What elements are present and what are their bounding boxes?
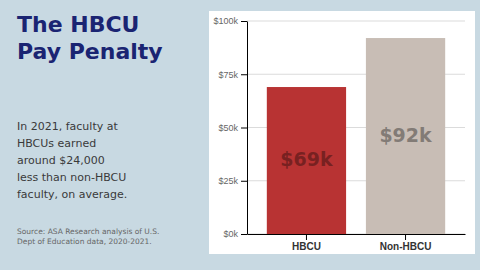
subtitle-line: HBCUs earned	[17, 137, 96, 150]
y-tick: $25k	[218, 176, 247, 186]
y-tick: $100k	[213, 16, 247, 26]
y-tick-mark	[241, 21, 247, 22]
title-line: Pay Penalty	[17, 39, 163, 64]
y-tick-label: $0k	[223, 229, 238, 239]
title-line: The HBCU	[17, 12, 139, 37]
x-axis-line	[248, 234, 466, 235]
x-tick-label: Non-HBCU	[380, 241, 432, 252]
subtitle-line: In 2021, faculty at	[17, 120, 118, 133]
annotation: Source: ASA Research analysis of U.S.Dep…	[17, 227, 159, 246]
subtitle-line: faculty, on average.	[17, 188, 127, 201]
y-tick-mark	[241, 181, 247, 182]
y-tick-label: $75k	[218, 70, 238, 80]
plot: $69k $92k $0k $25k $50k $75k $100k HBCU Non-HBCU	[213, 16, 465, 252]
y-tick: $75k	[218, 70, 247, 80]
data-label: $69k	[280, 148, 333, 170]
grid-line	[247, 21, 465, 22]
y-tick-label: $100k	[213, 16, 238, 26]
x-axis: HBCU Non-HBCU	[248, 234, 466, 252]
bar	[267, 87, 346, 234]
y-tick-mark	[241, 74, 247, 75]
background	[0, 0, 480, 270]
y-tick: $50k	[218, 123, 247, 133]
subtitle-line: around $24,000	[17, 154, 105, 167]
bar	[366, 38, 445, 234]
x-tick: HBCU	[292, 234, 321, 252]
annotation-line: Source: ASA Research analysis of U.S.	[17, 227, 159, 236]
chart-panel	[209, 11, 475, 254]
x-tick-mark	[405, 234, 406, 240]
bars	[267, 38, 445, 234]
y-axis: $0k $25k $50k $75k $100k	[213, 16, 247, 239]
x-tick-mark	[306, 234, 307, 240]
data-labels: $69k $92k	[280, 124, 432, 170]
y-tick-label: $50k	[218, 123, 238, 133]
chart: The HBCUPay Penalty In 2021, faculty at HB…	[0, 0, 480, 270]
title: The HBCUPay Penalty	[17, 12, 163, 64]
y-axis-line	[247, 22, 248, 235]
x-tick-label: HBCU	[292, 241, 321, 252]
annotation-line: Dept of Education data, 2020-2021.	[17, 237, 152, 246]
grid	[247, 21, 465, 234]
subtitle-line: less than non-HBCU	[17, 171, 126, 184]
y-tick-mark	[241, 128, 247, 129]
subtitle: In 2021, faculty at HBCUs earned around $2…	[17, 120, 127, 201]
y-tick: $0k	[223, 229, 247, 239]
y-tick-label: $25k	[218, 176, 238, 186]
y-tick-mark	[241, 234, 247, 235]
data-label: $92k	[379, 124, 432, 146]
x-tick: Non-HBCU	[380, 234, 432, 252]
